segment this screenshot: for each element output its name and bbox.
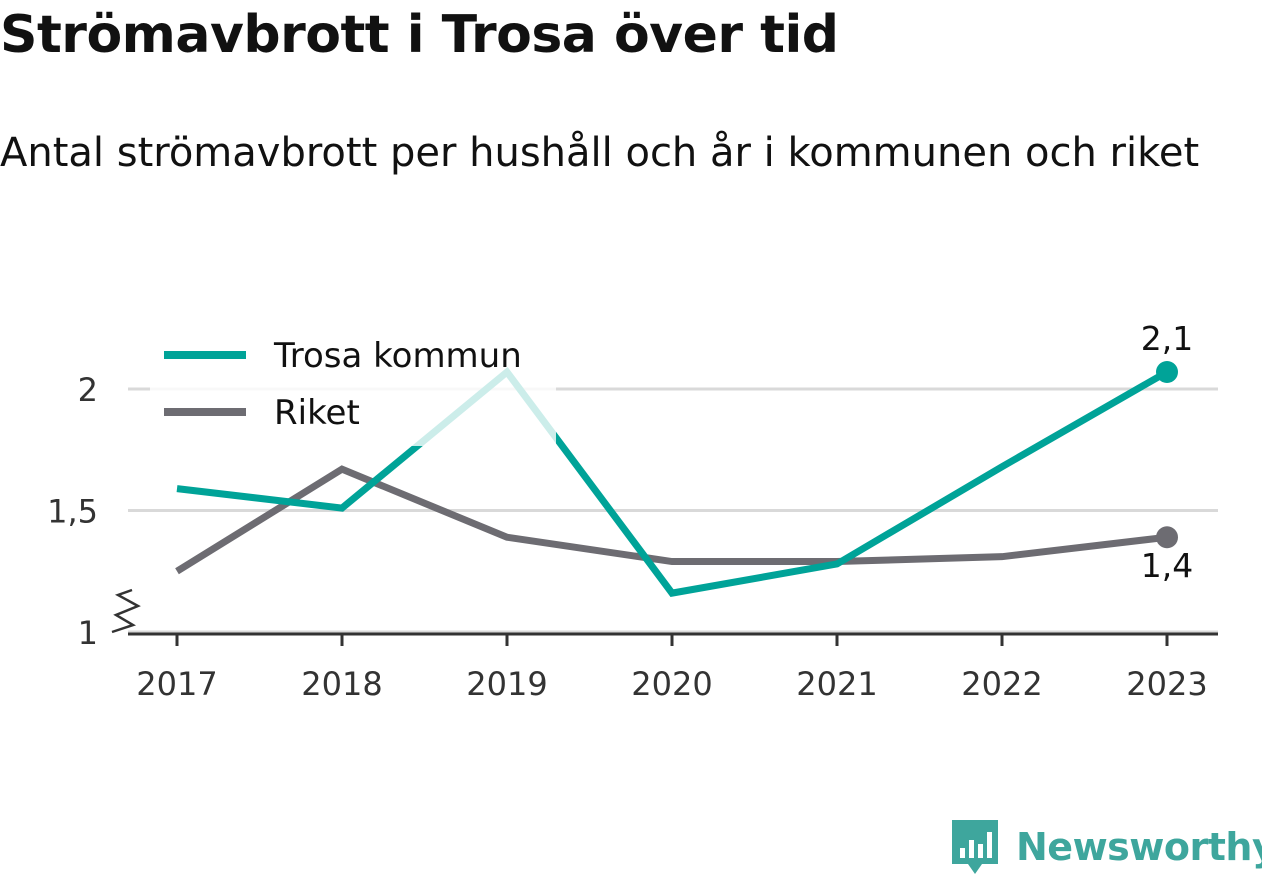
series-line	[175, 465, 1168, 575]
axes	[111, 588, 1218, 636]
x-tick-label: 2021	[796, 665, 877, 703]
x-tick-label: 2022	[961, 665, 1042, 703]
y-tick-label: 1,5	[47, 493, 98, 531]
y-tick-label: 1	[78, 614, 98, 652]
end-point	[1156, 360, 1178, 383]
brand-name: Newsworthy	[1016, 825, 1262, 869]
legend: Trosa kommun Riket	[150, 326, 556, 446]
chart-subtitle: Antal strömavbrott per hushåll och år i …	[0, 130, 1200, 176]
series-lines	[175, 360, 1178, 597]
x-tick-label: 2017	[136, 665, 217, 703]
chart-title: Strömavbrott i Trosa över tid	[0, 5, 839, 65]
x-tick-label: 2018	[301, 665, 382, 703]
x-axis-ticks: 2017 2018 2019 2020 2021 2022 2023	[136, 634, 1208, 703]
end-value-label: 1,4	[1141, 546, 1193, 585]
x-tick-label: 2020	[631, 665, 712, 703]
legend-label: Trosa kommun	[273, 336, 522, 376]
series-line	[176, 366, 1169, 597]
y-tick-label: 2	[78, 371, 98, 409]
end-value-label: 2,1	[1141, 319, 1193, 358]
brand: Newsworthy	[950, 818, 1262, 876]
newsworthy-logo-icon	[952, 820, 998, 874]
y-axis-ticks: 11,52	[47, 371, 98, 652]
legend-label: Riket	[274, 393, 360, 433]
end-point	[1156, 526, 1178, 549]
y-axis-break	[111, 588, 141, 634]
end-labels: 2,1 1,4	[1141, 319, 1193, 585]
legend-background	[150, 326, 556, 446]
x-tick-label: 2023	[1126, 665, 1207, 703]
x-tick-label: 2019	[466, 665, 547, 703]
